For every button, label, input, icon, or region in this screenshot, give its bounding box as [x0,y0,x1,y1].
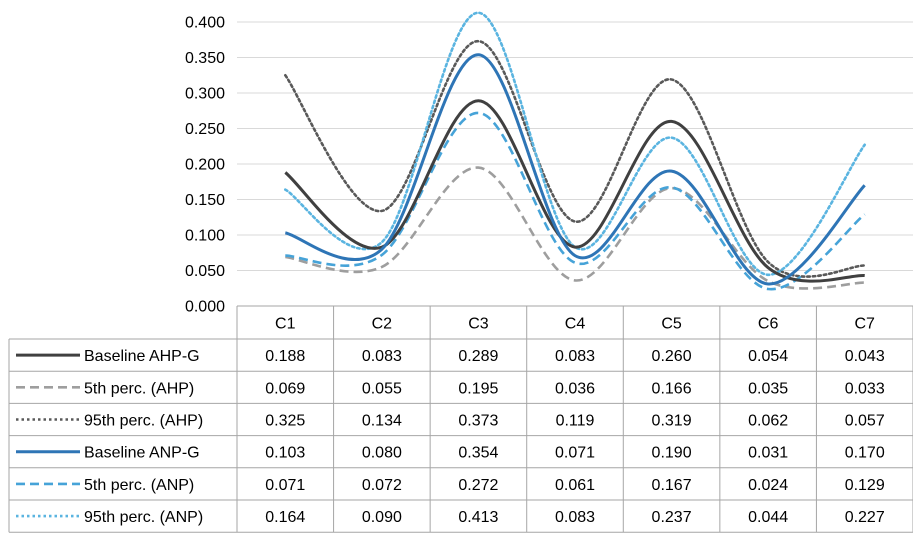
data-value-label: 0.190 [652,445,692,462]
data-value-label: 0.170 [845,445,885,462]
gridlines [237,21,913,271]
data-value-label: 0.164 [265,509,305,526]
y-tick-label: 0.100 [185,228,225,245]
legend-label: Baseline ANP-G [84,445,200,462]
data-value-label: 0.033 [845,380,885,397]
data-value-label: 0.057 [845,413,885,430]
data-value-label: 0.260 [652,348,692,365]
y-axis: 0.000 0.050 0.100 0.150 0.200 0.250 0.300 0.350… [185,15,225,316]
data-value-label: 0.043 [845,348,885,365]
data-value-label: 0.090 [362,509,402,526]
y-tick-label: 0.000 [185,299,225,316]
data-value-label: 0.325 [265,413,305,430]
y-tick-label: 0.150 [185,192,225,209]
x-category-label: C7 [854,316,875,333]
data-value-label: 0.071 [265,477,305,494]
y-tick-label: 0.250 [185,121,225,138]
y-tick-label: 0.350 [185,50,225,67]
data-value-label: 0.354 [458,445,498,462]
data-value-label: 0.166 [652,380,692,397]
data-value-label: 0.035 [748,380,788,397]
x-category-label: C1 [275,316,296,333]
series-line-2 [284,39,866,278]
data-value-label: 0.083 [362,348,402,365]
series-lines [284,11,866,291]
data-value-label: 0.195 [458,380,498,397]
data-value-label: 0.134 [362,413,402,430]
series-line-1 [285,166,865,290]
y-tick-label: 0.400 [185,15,225,32]
data-value-label: 0.373 [458,413,498,430]
y-tick-label: 0.300 [185,86,225,103]
x-category-label: C6 [758,316,779,333]
data-value-label: 0.024 [748,477,788,494]
data-value-label: 0.061 [555,477,595,494]
y-tick-label: 0.200 [185,157,225,174]
x-category-label: C3 [468,316,489,333]
data-value-label: 0.413 [458,509,498,526]
legend-label: Baseline AHP-G [84,348,200,365]
data-value-label: 0.272 [458,477,498,494]
data-value-label: 0.071 [555,445,595,462]
data-value-label: 0.083 [555,509,595,526]
data-value-label: 0.055 [362,380,402,397]
data-value-label: 0.080 [362,445,402,462]
legend-label: 5th perc. (AHP) [84,380,194,397]
data-value-label: 0.237 [652,509,692,526]
y-tick-label: 0.050 [185,263,225,280]
data-value-label: 0.319 [652,413,692,430]
legend-label: 5th perc. (ANP) [84,477,194,494]
legend-label: 95th perc. (AHP) [84,413,203,430]
data-value-label: 0.036 [555,380,595,397]
data-value-label: 0.227 [845,509,885,526]
data-value-label: 0.083 [555,348,595,365]
data-value-label: 0.031 [748,445,788,462]
data-value-label: 0.129 [845,477,885,494]
x-category-label: C5 [661,316,682,333]
data-value-label: 0.167 [652,477,692,494]
data-value-label: 0.069 [265,380,305,397]
data-value-label: 0.103 [265,445,305,462]
data-value-label: 0.044 [748,509,788,526]
data-value-label: 0.188 [265,348,305,365]
data-value-label: 0.289 [458,348,498,365]
series-line-3 [284,53,866,286]
data-value-label: 0.072 [362,477,402,494]
data-value-label: 0.119 [556,413,595,430]
data-value-label: 0.054 [748,348,788,365]
data-value-label: 0.062 [748,413,788,430]
data-table: C1 C2 C3 C4 C5 C6 C7 Baseline AHP-G 0.188 0.083 0.… [8,305,913,533]
x-category-label: C4 [565,316,586,333]
series-line-4 [285,111,866,291]
legend-label: 95th perc. (ANP) [84,509,203,526]
series-line-5 [284,11,866,277]
x-category-label: C2 [372,316,393,333]
